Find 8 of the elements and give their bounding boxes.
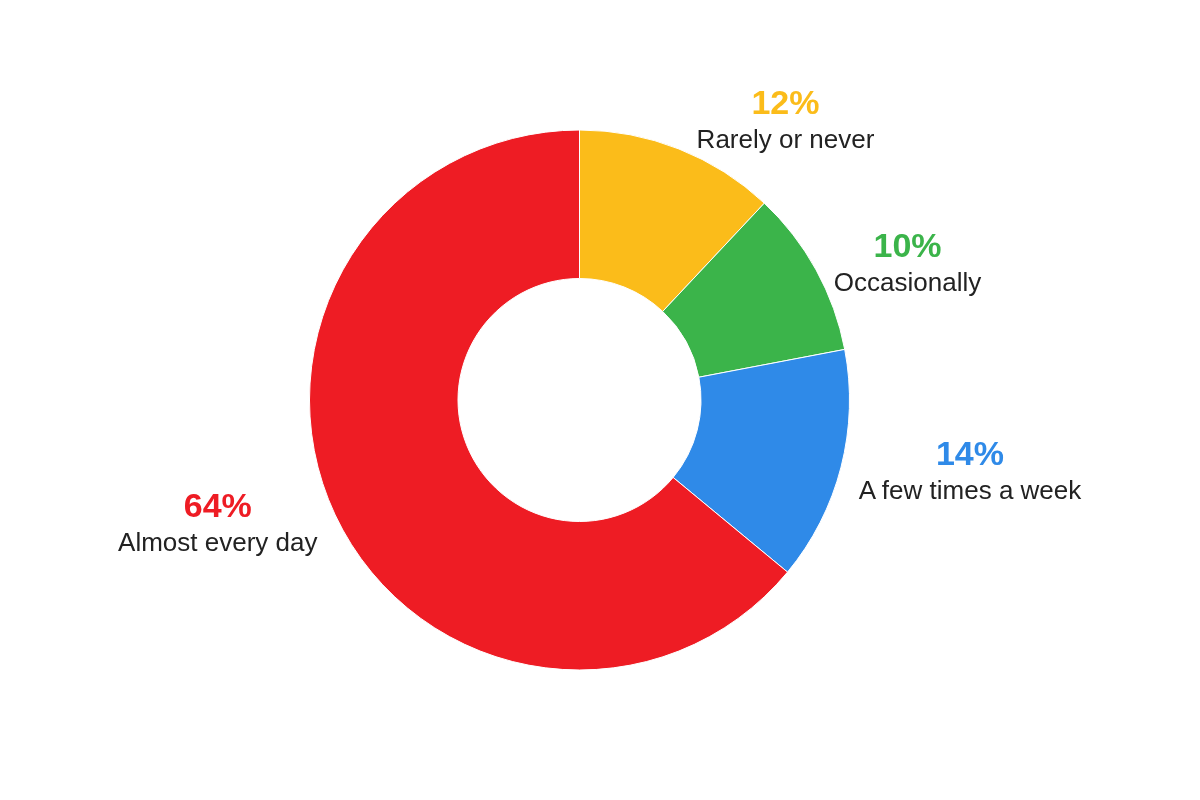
slice-label: Rarely or never	[696, 123, 875, 154]
slice-label: A few times a week	[858, 474, 1083, 505]
slice-label: Almost every day	[118, 526, 318, 557]
slice-label: Occasionally	[833, 267, 982, 298]
data-label: 12%	[751, 82, 820, 121]
data-label: 64%	[183, 485, 252, 524]
data-label: 10%	[873, 226, 942, 265]
data-label: 14%	[935, 433, 1005, 472]
